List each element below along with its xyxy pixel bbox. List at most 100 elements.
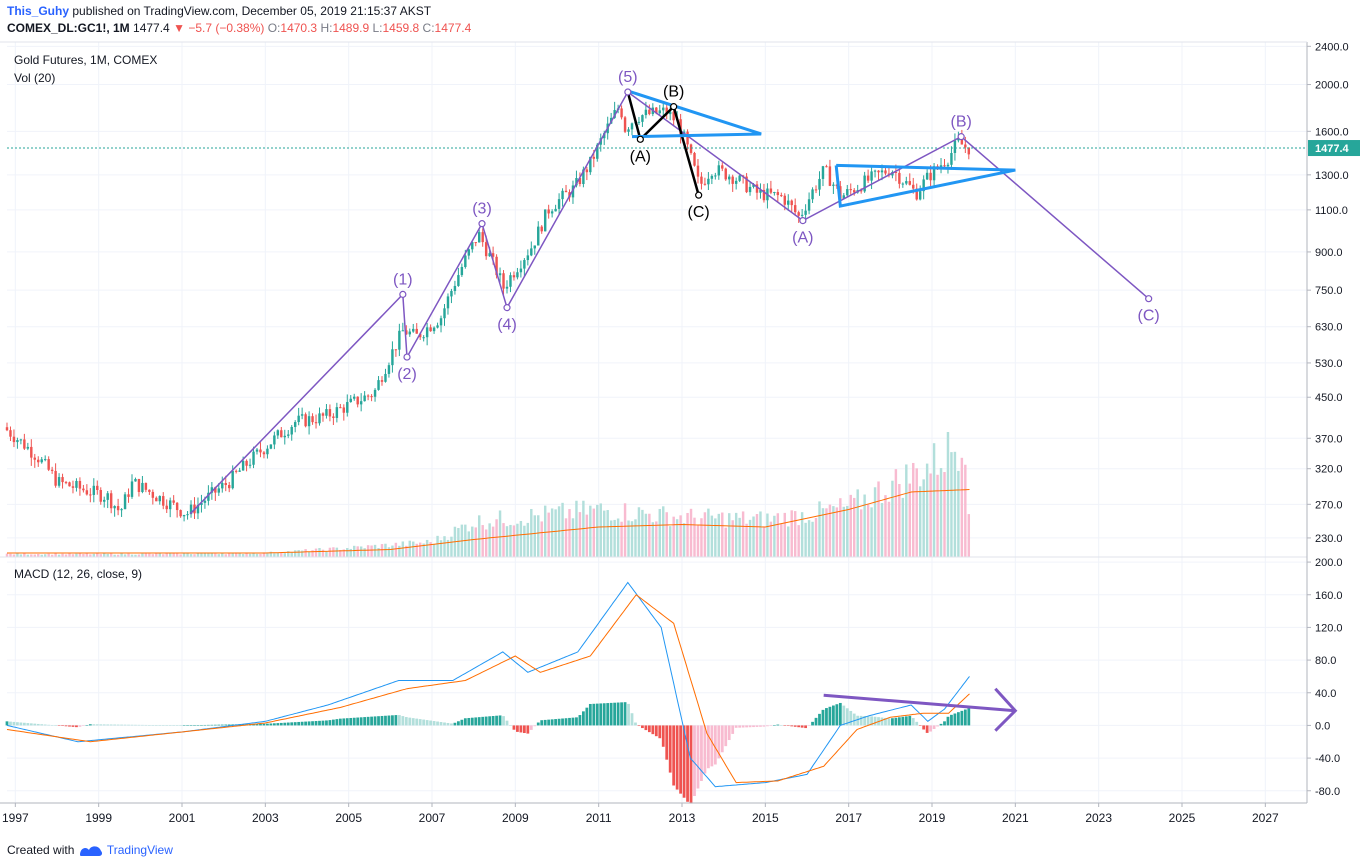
macd-histogram-bar (432, 721, 436, 726)
volume-bar (915, 468, 918, 557)
macd-histogram-bar (863, 715, 867, 726)
macd-pane-title[interactable]: MACD (12, 26, close, 9) (14, 567, 143, 581)
candle-body (321, 413, 325, 416)
volume-bar (307, 551, 311, 557)
volume-bar (793, 511, 797, 557)
macd-histogram-bar (429, 720, 432, 726)
macd-histogram-bar (658, 725, 662, 739)
volume-bar (866, 504, 870, 557)
tradingview-brand-link[interactable]: TradingView (106, 843, 173, 857)
macd-histogram-bar (43, 724, 47, 726)
change-arrow-icon: ▼ (173, 21, 185, 35)
candle-body (724, 168, 727, 180)
macd-histogram-bar (908, 715, 912, 726)
volume-bar (82, 553, 85, 557)
macd-histogram-bar (88, 724, 92, 726)
publish-header: This_Guhy published on TradingView.com, … (7, 4, 431, 18)
volume-bar (596, 504, 599, 557)
volume-bar (887, 501, 891, 557)
time-tick-label: 2021 (1002, 811, 1029, 825)
macd-histogram-bar (776, 724, 780, 726)
volume-bar (780, 524, 783, 557)
volume-bar (127, 553, 130, 557)
macd-tick-label: 80.0 (1315, 655, 1336, 667)
macd-histogram-bar (814, 717, 818, 726)
volume-bar (439, 540, 443, 557)
macd-histogram-bar (22, 722, 26, 726)
candle-body (769, 188, 773, 193)
macd-histogram-bar (123, 724, 127, 726)
volume-bar (366, 545, 370, 557)
volume-bar (807, 520, 811, 557)
candle-body (800, 214, 804, 216)
macd-histogram-bar (220, 724, 224, 726)
volume-bar (207, 552, 210, 557)
candle-body (453, 285, 457, 291)
price-tick-label: 1100.0 (1315, 205, 1348, 217)
volume-bar (960, 457, 964, 557)
volume-bar (932, 443, 936, 557)
volume-bar (672, 516, 675, 557)
candle-body (47, 459, 50, 470)
macd-histogram-bar (71, 725, 75, 727)
volume-bar (894, 469, 898, 557)
candle-body (804, 210, 807, 215)
volume-bar (346, 548, 349, 557)
volume-bar (262, 552, 266, 557)
candle-body (148, 489, 151, 492)
candle-body (228, 485, 231, 489)
candle-body (339, 407, 342, 409)
author-link[interactable]: This_Guhy (7, 4, 70, 18)
volume-bar (238, 552, 241, 557)
macd-histogram-bar (283, 722, 287, 726)
macd-histogram-bar (279, 722, 283, 726)
macd-histogram-bar (578, 715, 582, 726)
volume-bar (853, 497, 856, 557)
open-label: O: (267, 21, 281, 35)
volume-bar (759, 511, 762, 557)
candle-body (912, 184, 915, 189)
macd-histogram-bar (300, 721, 304, 726)
candle-body (793, 205, 797, 213)
macd-histogram-bar (130, 724, 134, 726)
volume-bar (134, 554, 137, 557)
candle-body (78, 480, 82, 489)
volume-bar (401, 541, 405, 557)
volume-bar (547, 512, 550, 557)
volume-bar (620, 521, 623, 557)
macd-histogram-bar (772, 725, 776, 726)
candle-body (346, 402, 349, 413)
macd-histogram-bar (481, 716, 485, 726)
last-price-badge-label: 1477.4 (1315, 143, 1350, 155)
volume-bar (908, 483, 911, 557)
volume-bar (137, 554, 141, 557)
volume-bar (26, 554, 30, 557)
candle-body (901, 183, 905, 185)
volume-bar (748, 519, 752, 557)
macd-histogram-bar (901, 716, 905, 726)
time-tick-label: 1999 (85, 811, 112, 825)
candle-body (825, 166, 828, 168)
price-tick-label: 2400.0 (1315, 41, 1349, 53)
macd-histogram-bar (345, 718, 349, 726)
macd-histogram-bar (689, 725, 693, 804)
macd-histogram-bar (922, 725, 926, 730)
price-pane-title[interactable]: Gold Futures, 1M, COMEX (14, 53, 158, 67)
macd-histogram-bar (165, 725, 169, 726)
candle-body (64, 482, 68, 484)
ohlc-legend: COMEX_DL:GC1!, 1M 1477.4 ▼ −5.7 (−0.38%)… (7, 21, 471, 35)
candle-body (929, 172, 932, 181)
macd-histogram-bar (193, 725, 196, 726)
volume-bar (835, 507, 839, 557)
volume-bar (505, 526, 509, 557)
volume-bar (339, 550, 342, 557)
macd-histogram-bar (700, 725, 703, 781)
volume-bar (61, 553, 64, 557)
volume-bar (790, 510, 793, 557)
volume-bar (648, 513, 651, 557)
volume-bar (172, 553, 175, 557)
price-tick-label: 370.0 (1315, 433, 1343, 445)
candle-body (450, 290, 453, 297)
volume-pane-title[interactable]: Vol (20) (14, 71, 56, 85)
